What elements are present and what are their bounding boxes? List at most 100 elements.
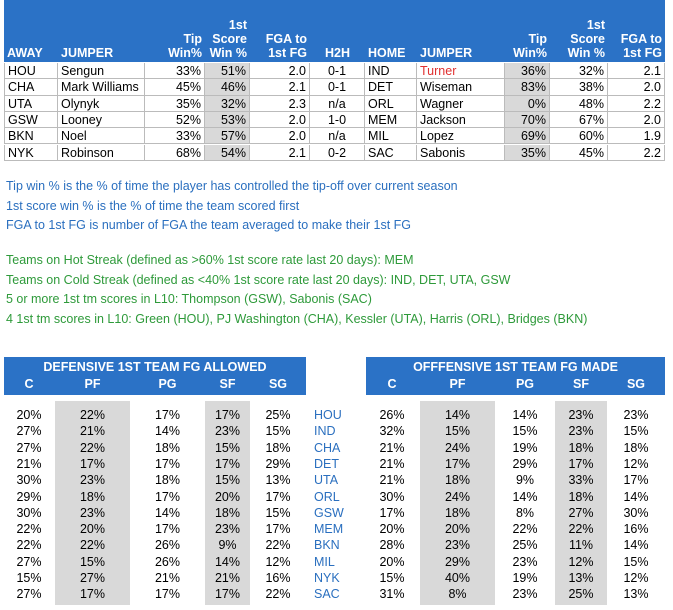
column-header: SF [573, 377, 589, 391]
note-definition: 1st score win % is the % of time the tea… [6, 198, 300, 213]
table-cell: 20% [214, 489, 241, 504]
table-cell: 27% [16, 424, 42, 439]
table-cell: 14% [623, 489, 649, 504]
table-cell: 60% [550, 128, 608, 145]
table-cell: DET [365, 79, 417, 96]
table-cell: 33% [145, 63, 205, 80]
table-cell: 23% [568, 408, 594, 422]
table-cell: 27% [568, 505, 594, 520]
table-cell: 24% [444, 489, 471, 504]
table-cell: 18% [154, 473, 181, 488]
table-cell: 17% [154, 456, 181, 471]
table-cell: 23% [79, 473, 106, 488]
column-header: H2H [324, 46, 350, 60]
table-cell: 15% [16, 571, 42, 585]
table-cell: 12% [568, 554, 594, 569]
table-cell: NYK [4, 144, 58, 161]
table-cell: 57% [205, 128, 250, 145]
table-cell: 18% [568, 440, 594, 455]
table-cell: 29% [265, 456, 291, 471]
note-definition: Tip win % is the % of time the player ha… [6, 179, 458, 193]
table-cell: 0-1 [310, 79, 365, 96]
table-cell: 16% [623, 522, 649, 537]
table-cell: 17% [214, 587, 241, 602]
table-cell: 30% [379, 489, 405, 504]
table-cell: Sabonis [417, 144, 505, 161]
team-name: MEM [314, 522, 344, 537]
table-cell: 27% [16, 554, 42, 569]
team-name: CHA [314, 440, 341, 455]
table-cell: 14% [214, 554, 241, 569]
table-cell: 40% [444, 571, 471, 585]
table-cell: 12% [623, 571, 649, 585]
grey-column [55, 401, 130, 605]
note-streak: Teams on Hot Streak (defined as >60% 1st… [6, 253, 414, 267]
table-cell: 22% [265, 587, 291, 602]
table-cell: 23% [623, 408, 649, 422]
table-cell: SAC [365, 144, 417, 161]
table-cell: 23% [512, 554, 538, 569]
table-cell: 15% [214, 440, 241, 455]
table-cell: 16% [265, 571, 291, 585]
column-header: C [24, 377, 34, 391]
defense-band [4, 357, 306, 395]
table-cell: 22% [79, 440, 106, 455]
grey-column [555, 401, 607, 605]
table-cell: 21% [154, 571, 181, 585]
team-name: NYK [314, 571, 340, 585]
table-cell: 26% [379, 408, 405, 422]
table-cell: 17% [568, 456, 594, 471]
table-cell: 2.2 [608, 144, 665, 161]
table-cell: 22% [568, 522, 594, 537]
table-cell: 54% [205, 144, 250, 161]
table-cell: 29% [16, 489, 42, 504]
table-cell: 45% [145, 79, 205, 96]
column-header: PG [515, 377, 535, 391]
table-cell: HOU [4, 63, 58, 80]
note-streak: 5 or more 1st tm scores in L10: Thompson… [6, 292, 372, 306]
column-header: JUMPER [420, 46, 473, 60]
table-cell: MEM [365, 111, 417, 129]
table-cell: 38% [550, 79, 608, 96]
table-cell: 21% [79, 424, 106, 439]
table-cell: 0-2 [310, 144, 365, 161]
table-cell: Lopez [417, 128, 505, 145]
team-name: IND [314, 424, 336, 439]
table-cell: 53% [205, 111, 250, 129]
table-cell: 17% [379, 505, 405, 520]
table-cell: 52% [145, 111, 205, 129]
table-cell: 25% [512, 538, 538, 553]
table-cell: 15% [444, 424, 471, 439]
table-cell: 67% [550, 111, 608, 129]
table-cell: 2.0 [608, 79, 665, 96]
table-cell: 2.3 [250, 95, 310, 112]
table-cell: 27% [16, 587, 42, 602]
table-cell: BKN [4, 128, 58, 145]
header-band [4, 0, 665, 62]
table-cell: 83% [505, 79, 550, 96]
table-cell: n/a [310, 128, 365, 145]
offense-band [366, 357, 665, 395]
table-cell: 2.0 [250, 63, 310, 80]
table-cell: 2.1 [250, 144, 310, 161]
table-cell: 15% [623, 424, 649, 439]
table-cell: 27% [79, 571, 106, 585]
table-cell: 9% [218, 538, 237, 553]
table-cell: 8% [448, 587, 467, 602]
table-cell: 15% [512, 424, 538, 439]
table-cell: 25% [568, 587, 594, 602]
table-cell: Wagner [417, 95, 505, 112]
table-cell: 33% [568, 473, 594, 488]
table-cell: Jackson [417, 111, 505, 129]
table-cell: 68% [145, 144, 205, 161]
table-cell: 20% [79, 522, 106, 537]
table-cell: 13% [568, 571, 594, 585]
column-header: JUMPER [61, 46, 114, 60]
team-name: SAC [314, 587, 340, 602]
table-cell: 17% [265, 522, 291, 537]
table-cell: 14% [154, 424, 181, 439]
table-cell: 18% [623, 440, 649, 455]
table-cell: 27% [16, 440, 42, 455]
table-cell: 45% [550, 144, 608, 161]
table-cell: 48% [550, 95, 608, 112]
